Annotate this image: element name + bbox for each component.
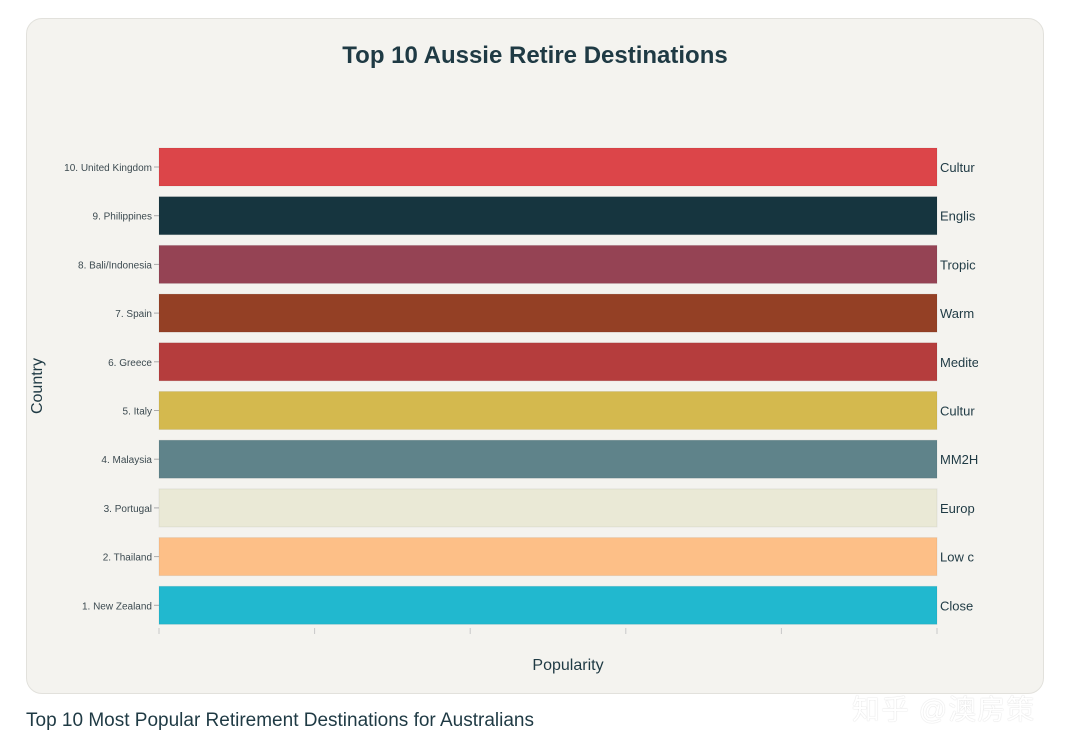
figure-caption: Top 10 Most Popular Retirement Destinati…	[26, 710, 534, 731]
bar-data-label: Europ	[940, 501, 975, 516]
y-axis-label: Country	[29, 358, 46, 414]
y-tick-label: 3. Portugal	[104, 504, 152, 515]
bar-chart: 10. United Kingdom 9. Philippines 8. Bali/…	[29, 147, 979, 674]
chart-title: Top 10 Aussie Retire Destinations	[342, 42, 728, 69]
bar	[158, 293, 938, 333]
bar	[158, 439, 938, 479]
bar-data-label: Tropic	[940, 257, 976, 272]
y-tick-label: 8. Bali/Indonesia	[78, 260, 152, 271]
bar	[158, 537, 938, 577]
bar	[158, 585, 938, 625]
bar-data-label: Low c	[940, 550, 974, 565]
y-tick-label: 4. Malaysia	[101, 455, 152, 466]
y-tick-label: 9. Philippines	[93, 212, 152, 223]
bar	[158, 147, 938, 187]
x-axis-label: Popularity	[532, 657, 603, 674]
bar-data-label: Warm	[940, 306, 974, 321]
bar-data-label: Close	[940, 598, 973, 613]
bar-data-label: MM2H	[940, 452, 978, 467]
bar	[158, 244, 938, 284]
y-tick-label: 1. New Zealand	[82, 601, 152, 612]
y-tick-label: 2. Thailand	[103, 553, 152, 564]
bar	[158, 488, 938, 528]
bar-data-label: Cultur	[940, 160, 975, 175]
bar-data-label: Medite	[940, 355, 979, 370]
y-tick-label: 10. United Kingdom	[64, 163, 152, 174]
watermark: 知乎 @澳房策	[852, 694, 1036, 725]
bar-data-label: Cultur	[940, 404, 975, 419]
y-tick-label: 6. Greece	[108, 358, 152, 369]
bar	[158, 342, 938, 382]
bar	[158, 391, 938, 430]
bar-data-label: Englis	[940, 209, 976, 224]
bar	[158, 196, 938, 236]
y-tick-label: 7. Spain	[115, 309, 152, 320]
y-tick-label: 5. Italy	[123, 407, 152, 418]
